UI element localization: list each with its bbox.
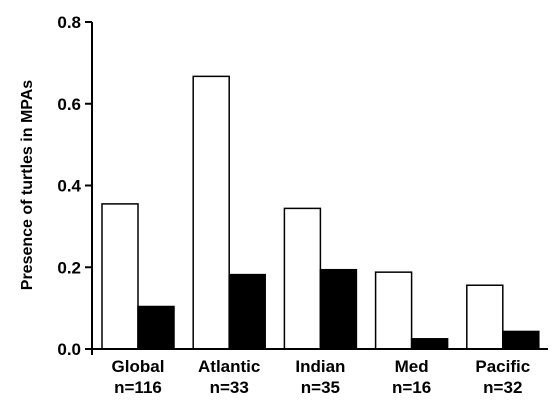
x-category-sample-size: n=33: [210, 378, 249, 397]
y-tick-label: 0.2: [57, 258, 81, 277]
y-tick-label: 0.0: [57, 340, 81, 359]
bar-atlantic-open: [192, 75, 230, 350]
x-category-label: Atlantic: [198, 357, 260, 376]
axes-layer: [86, 22, 548, 355]
bar-pacific-filled: [502, 330, 540, 350]
bar-indian-filled: [319, 268, 358, 350]
x-category-sample-size: n=116: [114, 378, 162, 397]
bar-med-open: [374, 271, 413, 350]
x-category-label: Med: [395, 357, 429, 376]
bar-pacific-open: [466, 284, 504, 350]
y-tick-label: 0.6: [57, 95, 81, 114]
bar-med-filled: [410, 338, 449, 350]
x-category-label: Pacific: [475, 357, 530, 376]
bar-atlantic-filled: [228, 273, 266, 350]
x-category-sample-size: n=32: [483, 378, 522, 397]
y-tick-label: 0.8: [57, 13, 81, 32]
bars-layer: [101, 75, 540, 350]
y-axis-title: Presence of turtles in MPAs: [19, 80, 36, 291]
x-category-label: Indian: [295, 357, 345, 376]
x-category-sample-size: n=16: [392, 378, 431, 397]
x-category-sample-size: n=35: [301, 378, 340, 397]
bar-indian-open: [283, 207, 322, 350]
x-category-labels: Global n=116 Atlantic n=33 Indian n=35 Med n=16…: [112, 357, 531, 397]
y-tick-label: 0.4: [57, 177, 81, 196]
x-category-label: Global: [112, 357, 165, 376]
y-ticks: 0.0 0.2 0.4 0.6 0.8: [57, 13, 92, 359]
bar-global-filled: [137, 305, 175, 350]
bar-global-open: [101, 203, 139, 350]
